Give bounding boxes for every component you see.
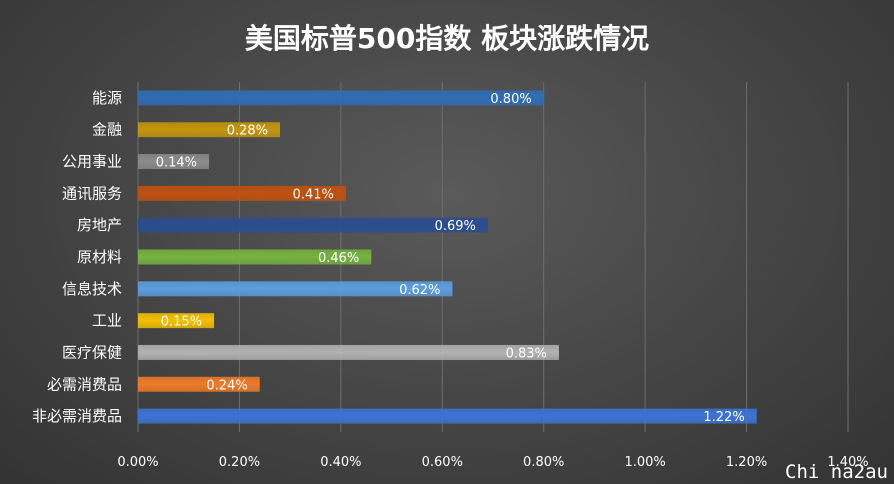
category-label: 工业 [92,312,122,330]
bar-value-label: 0.80% [490,92,531,107]
bar-value-label: 0.62% [399,283,440,298]
bar [138,217,488,233]
bar [138,281,453,297]
bars-group: 0.80% 0.28% 0.14% 0.41% 0.69% 0.46% 0.62% 0.15%… [138,90,757,425]
bar [138,185,346,201]
category-label: 通讯服务 [62,184,122,202]
bar [138,154,209,170]
x-tick-label: 0.60% [422,455,463,470]
category-label: 医疗保健 [62,343,122,361]
bar [138,249,372,265]
chart-title: 美国标普500指数 板块涨跌情况 [245,22,649,55]
bar [138,122,280,138]
category-label: 能源 [92,89,122,107]
x-tick-label: 1.00% [624,455,665,470]
x-tick-label: 0.40% [320,455,361,470]
bar-value-label: 0.83% [506,346,547,361]
bar-value-label: 0.41% [293,187,334,202]
x-tick-label: 1.40% [827,455,868,470]
bar-value-label: 0.14% [156,156,197,171]
bar [138,313,215,329]
bar-value-label: 0.24% [206,378,247,393]
bar-value-label: 0.15% [161,315,202,330]
category-label: 金融 [92,121,122,139]
bar [138,376,260,392]
x-tick-label: 0.80% [523,455,564,470]
watermark: Chi na2au [785,461,888,483]
category-label: 房地产 [77,216,122,234]
bar [138,408,757,424]
bar-value-label: 0.28% [227,124,268,139]
x-tick-labels: 0.00% 0.20% 0.40% 0.60% 0.80% 1.00% 1.20% 1.40% [117,455,868,470]
bar [138,90,544,106]
x-tick-label: 0.00% [117,455,158,470]
x-tick-label: 1.20% [726,455,767,470]
category-label: 必需消费品 [47,375,122,393]
category-label: 原材料 [77,248,122,266]
category-label: 公用事业 [62,153,122,171]
bar-value-label: 1.22% [703,410,744,425]
category-label: 非必需消费品 [32,407,122,425]
category-label: 信息技术 [62,280,122,298]
bar-value-label: 0.46% [318,251,359,266]
bar-value-label: 0.69% [435,219,476,234]
bar [138,344,559,360]
x-tick-label: 0.20% [219,455,260,470]
